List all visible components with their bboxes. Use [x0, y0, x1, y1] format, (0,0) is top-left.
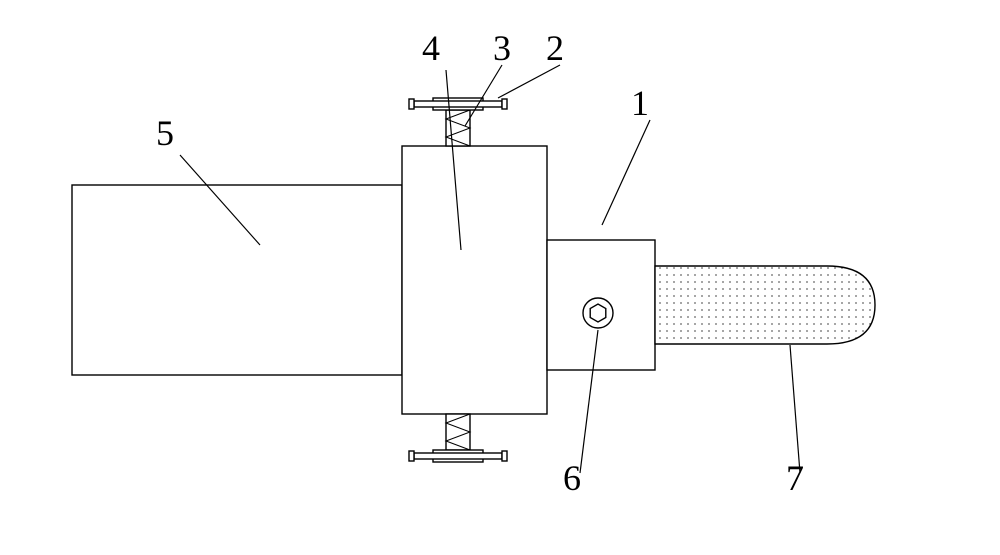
label-6: 6 — [563, 458, 581, 498]
label-7: 7 — [786, 458, 804, 498]
label-3: 3 — [493, 28, 511, 68]
label-1: 1 — [631, 83, 649, 123]
bolt-outer — [583, 298, 613, 328]
label-4: 4 — [422, 28, 440, 68]
label-2: 2 — [546, 28, 564, 68]
screw-handle — [414, 101, 502, 107]
screw-shaft — [446, 414, 470, 450]
part-7-tip — [655, 266, 875, 344]
screw-handle — [414, 453, 502, 459]
technical-drawing: 1234567 — [0, 0, 1000, 555]
drawing-group — [72, 98, 875, 462]
label-5: 5 — [156, 113, 174, 153]
